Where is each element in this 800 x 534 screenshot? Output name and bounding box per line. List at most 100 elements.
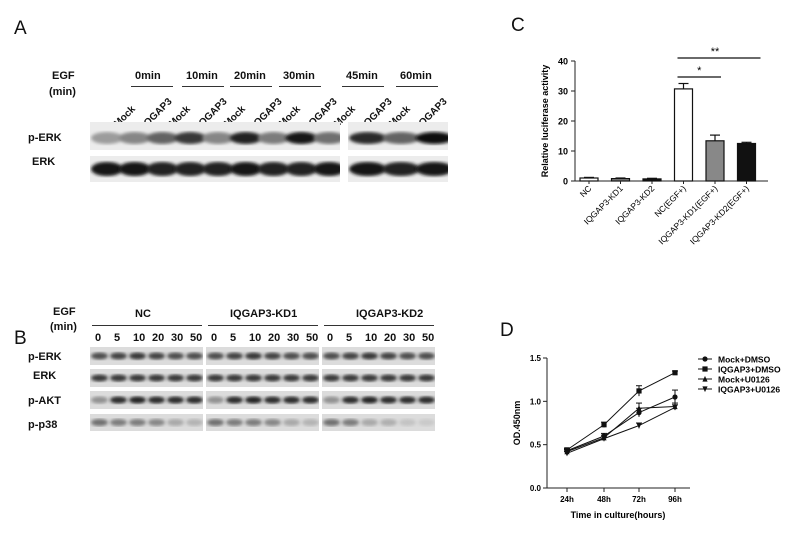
timepoint-underline	[182, 86, 224, 87]
y-tick-label: 10	[558, 147, 568, 157]
legend-label: Mock+U0126	[718, 375, 770, 385]
egf-unit-b: (min)	[50, 321, 77, 333]
blot-p-ERK	[90, 347, 203, 365]
timepoint-label: 30min	[283, 70, 315, 82]
series-line	[566, 406, 676, 454]
timepoint-label: 60min	[400, 70, 432, 82]
x-tick-label: IQGAP3-KD2(EGF+)	[688, 183, 751, 246]
data-point	[672, 394, 678, 400]
time-label: 30	[171, 332, 184, 344]
panel-d-letter: D	[500, 320, 514, 341]
data-point	[702, 366, 708, 372]
data-point	[702, 386, 708, 393]
blot-p-erk	[90, 122, 340, 150]
x-tick-label: 72h	[632, 495, 646, 504]
bar	[736, 142, 757, 182]
time-label: 5	[346, 332, 353, 344]
x-tick-label: 24h	[560, 495, 574, 504]
series-line	[566, 396, 676, 452]
row-label-p-erk-a: p-ERK	[28, 132, 62, 144]
blot-p-erk	[348, 122, 448, 150]
timepoint-label: 20min	[234, 70, 266, 82]
timepoint-underline	[279, 86, 321, 87]
data-point	[702, 375, 708, 382]
timepoint-label: 0min	[135, 70, 161, 82]
blot-p-ERK	[322, 347, 435, 365]
egf-label-b: EGF	[53, 306, 76, 318]
blot-ERK	[206, 369, 319, 387]
blot-p-ERK	[206, 347, 319, 365]
timepoint-underline	[131, 86, 173, 87]
panel-b-letter: B	[14, 328, 27, 349]
time-label: 0	[95, 332, 102, 344]
y-axis-label: Relative luciferase activity	[540, 65, 550, 178]
time-label: 20	[268, 332, 281, 344]
blot-p-AKT	[206, 391, 319, 409]
timepoint-underline	[230, 86, 272, 87]
y-tick-label: 0.0	[530, 484, 542, 493]
bar	[610, 178, 631, 182]
data-point	[601, 436, 607, 442]
data-point	[564, 450, 570, 457]
group-underline	[324, 325, 434, 326]
data-point	[636, 405, 642, 411]
blot-p-p38	[90, 414, 203, 431]
time-label: 10	[249, 332, 262, 344]
y-tick-label: 30	[558, 87, 568, 97]
blot-ERK	[322, 369, 435, 387]
legend-label: IQGAP3+DMSO	[718, 365, 781, 375]
x-axis-label: Time in culture(hours)	[571, 510, 666, 520]
time-label: 50	[422, 332, 435, 344]
timepoint-underline	[342, 86, 384, 87]
time-label: 30	[287, 332, 300, 344]
y-tick-label: 1.5	[530, 354, 542, 363]
blot-ERK	[90, 369, 203, 387]
group-label: IQGAP3-KD1	[230, 308, 298, 320]
panel-c-letter: C	[511, 15, 525, 36]
bar	[579, 177, 599, 182]
bar	[705, 140, 725, 182]
data-point	[672, 370, 678, 376]
time-label: 50	[190, 332, 203, 344]
x-tick-label: 48h	[597, 495, 611, 504]
y-tick-label: 40	[558, 57, 568, 67]
row-label: p-p38	[28, 419, 58, 431]
time-label: 50	[306, 332, 319, 344]
blot-p-AKT	[322, 391, 435, 409]
time-label: 0	[327, 332, 334, 344]
legend-label: IQGAP3+U0126	[718, 385, 780, 395]
time-label: 0	[211, 332, 218, 344]
timepoint-label: 45min	[346, 70, 378, 82]
timepoint-underline	[396, 86, 438, 87]
bar	[673, 88, 694, 182]
egf-unit-a: (min)	[49, 86, 76, 98]
data-point	[636, 423, 642, 429]
y-tick-label: 0	[563, 177, 568, 187]
time-label: 10	[133, 332, 146, 344]
significance-label: **	[711, 46, 720, 58]
bar	[642, 178, 662, 182]
row-label-erk-a: ERK	[32, 156, 56, 168]
y-tick-label: 0.5	[530, 441, 542, 450]
series-line	[566, 406, 676, 453]
bar-chart: 0 10 20 30 40 Relative luciferase activity NC I…	[540, 46, 768, 246]
row-label: p-AKT	[28, 395, 61, 407]
data-point	[601, 422, 607, 428]
blot-p-p38	[322, 414, 435, 431]
y-tick-label: 20	[558, 117, 568, 127]
time-label: 30	[403, 332, 416, 344]
data-point	[636, 388, 642, 394]
group-label: IQGAP3-KD2	[356, 308, 424, 320]
x-tick-label: IQGAP3-KD1(EGF+)	[656, 183, 719, 246]
blot-erk	[348, 156, 448, 182]
egf-label-a: EGF	[52, 70, 75, 82]
row-label: ERK	[33, 370, 57, 382]
timepoint-label: 10min	[186, 70, 218, 82]
significance-label: *	[697, 65, 702, 77]
group-label: NC	[135, 308, 151, 320]
x-tick-label: 96h	[668, 495, 682, 504]
series-line	[566, 372, 676, 451]
time-label: 10	[365, 332, 378, 344]
time-label: 20	[152, 332, 165, 344]
x-tick-label: NC	[578, 183, 594, 199]
